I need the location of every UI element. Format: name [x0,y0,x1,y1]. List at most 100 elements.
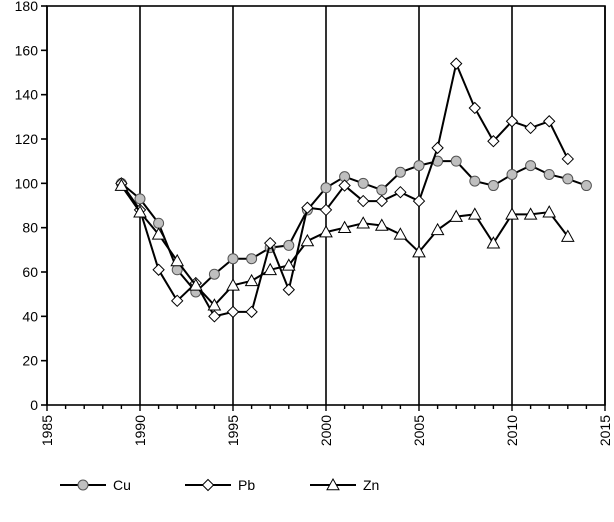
data-point-zn [226,278,240,291]
data-point-cu [283,239,295,251]
data-point-zn [356,216,371,229]
data-point-pb [542,115,556,128]
data-point-cu [246,253,258,265]
data-point-zn [133,205,147,218]
y-tick-label: 180 [15,0,39,14]
y-tick-label: 120 [15,131,39,147]
data-point-cu [525,160,537,172]
data-point-zn [151,227,166,240]
data-point-pb [449,57,463,70]
data-point-zn [319,225,333,238]
data-point-pb [524,121,537,135]
x-tick-label: 2015 [597,415,613,446]
series-line-zn [120,184,569,307]
data-point-cu [376,184,388,196]
data-point-zn [170,253,185,267]
data-point-pb [431,141,444,155]
y-tick-label: 160 [15,42,39,58]
data-point-cu [413,160,425,172]
legend-marker-diamond [201,478,215,492]
data-point-zn [430,222,445,236]
legend: Cu Pb Zn [60,477,379,493]
data-point-cu [208,268,220,280]
data-point-cu [227,253,239,265]
data-point-pb [319,203,333,217]
data-point-zn [505,207,519,220]
x-tick-label: 2005 [411,415,427,446]
x-tick-label: 1985 [39,415,55,446]
data-point-cu [469,175,481,187]
series-line-cu [120,160,587,294]
data-point-pb [487,135,500,148]
x-tick-label: 1990 [132,415,148,446]
data-point-zn [560,229,575,242]
data-point-zn [300,233,315,247]
data-point-zn [281,258,296,271]
y-tick-label: 20 [22,353,38,369]
axes: 0 20 40 60 80 100 120 140 160 180 1985 1990 1995 2000… [15,0,613,446]
data-point-zn [393,227,408,240]
data-point-zn [542,205,557,218]
data-point-cu [357,177,369,189]
legend-marker-triangle [326,477,340,491]
legend-item-pb: Pb [185,477,255,493]
y-tick-label: 0 [30,397,38,413]
data-point-zn [263,262,278,276]
data-point-zn [337,220,352,233]
data-point-pb [561,152,575,166]
data-point-zn [374,218,389,231]
data-point-pb [245,305,258,319]
data-point-cu [320,182,332,194]
data-point-cu [487,180,499,192]
data-point-cu [394,166,406,178]
data-point-cu [450,155,462,167]
y-tick-label: 140 [15,87,39,103]
data-point-cu [134,193,146,205]
legend-label: Zn [363,477,379,493]
data-point-cu [506,168,518,180]
legend-item-zn: Zn [310,477,379,493]
data-point-pb [301,201,314,214]
y-tick-label: 100 [15,175,39,191]
x-tick-label: 2000 [318,415,334,446]
legend-label: Pb [238,477,255,493]
data-point-cu [543,168,555,180]
data-point-zn [412,245,426,258]
data-series [114,57,592,323]
series-pb [115,57,575,323]
y-tick-label: 40 [22,308,38,324]
data-point-pb [263,236,277,250]
data-point-pb [394,185,407,199]
data-point-pb [375,194,389,208]
data-point-zn [244,273,259,287]
data-point-pb [412,194,426,208]
data-point-zn [486,236,501,249]
data-point-pb [468,101,482,115]
data-point-pb [282,283,296,296]
data-point-pb [170,294,184,308]
data-point-zn [523,207,538,220]
y-tick-label: 80 [22,220,38,236]
data-point-pb [338,179,351,192]
legend-item-cu: Cu [60,477,131,493]
data-point-cu [580,180,592,192]
data-point-pb [208,310,221,323]
legend-marker-circle [77,479,89,491]
data-point-pb [356,194,370,208]
data-point-zn [188,278,203,291]
data-point-pb [226,305,240,319]
data-point-zn [449,209,464,222]
x-tick-label: 2010 [504,415,520,446]
y-tick-label: 60 [22,264,38,280]
data-point-cu [153,217,165,229]
series-zn [114,178,575,311]
x-tick-label: 1995 [225,415,241,446]
data-point-pb [152,263,165,276]
data-point-zn [114,178,129,191]
data-point-zn [207,298,222,311]
data-point-pb [505,115,519,128]
data-point-cu [562,173,574,185]
data-point-zn [467,207,482,220]
legend-label: Cu [113,477,131,493]
